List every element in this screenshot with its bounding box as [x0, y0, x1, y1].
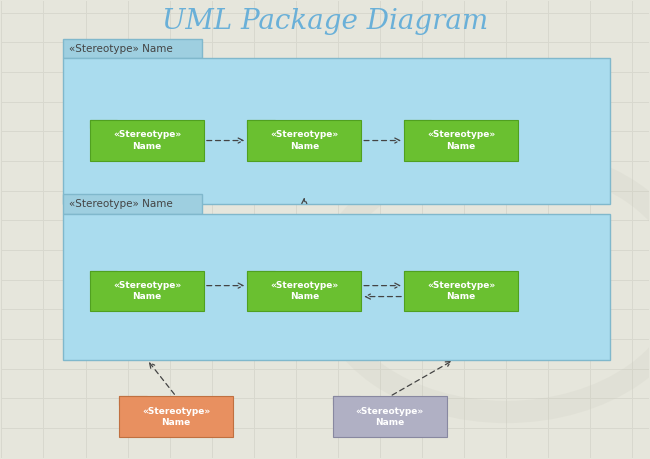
Bar: [404, 271, 518, 311]
Text: «Stereotype»
Name: «Stereotype» Name: [427, 130, 495, 151]
Text: «Stereotype»
Name: «Stereotype» Name: [270, 281, 339, 301]
Bar: [333, 397, 360, 404]
Text: «Stereotype»
Name: «Stereotype» Name: [113, 281, 181, 301]
Bar: [248, 120, 361, 161]
Bar: [90, 271, 204, 311]
Bar: [63, 58, 610, 204]
Text: «Stereotype»
Name: «Stereotype» Name: [356, 407, 424, 426]
Bar: [63, 194, 202, 213]
Text: UML Package Diagram: UML Package Diagram: [162, 8, 488, 35]
Bar: [333, 397, 447, 437]
Text: «Stereotype»
Name: «Stereotype» Name: [427, 281, 495, 301]
Bar: [90, 271, 118, 279]
Text: «Stereotype» Name: «Stereotype» Name: [70, 44, 173, 54]
Bar: [119, 397, 146, 404]
Bar: [90, 120, 204, 161]
Bar: [404, 120, 432, 129]
Bar: [248, 120, 275, 129]
Bar: [248, 271, 361, 311]
Bar: [248, 271, 275, 279]
Bar: [63, 39, 202, 58]
Bar: [404, 120, 518, 161]
Bar: [404, 271, 432, 279]
Text: «Stereotype»
Name: «Stereotype» Name: [142, 407, 210, 426]
Text: «Stereotype»
Name: «Stereotype» Name: [270, 130, 339, 151]
Text: «Stereotype» Name: «Stereotype» Name: [70, 199, 173, 209]
Bar: [119, 397, 233, 437]
Bar: [90, 120, 118, 129]
Bar: [63, 213, 610, 359]
Text: «Stereotype»
Name: «Stereotype» Name: [113, 130, 181, 151]
